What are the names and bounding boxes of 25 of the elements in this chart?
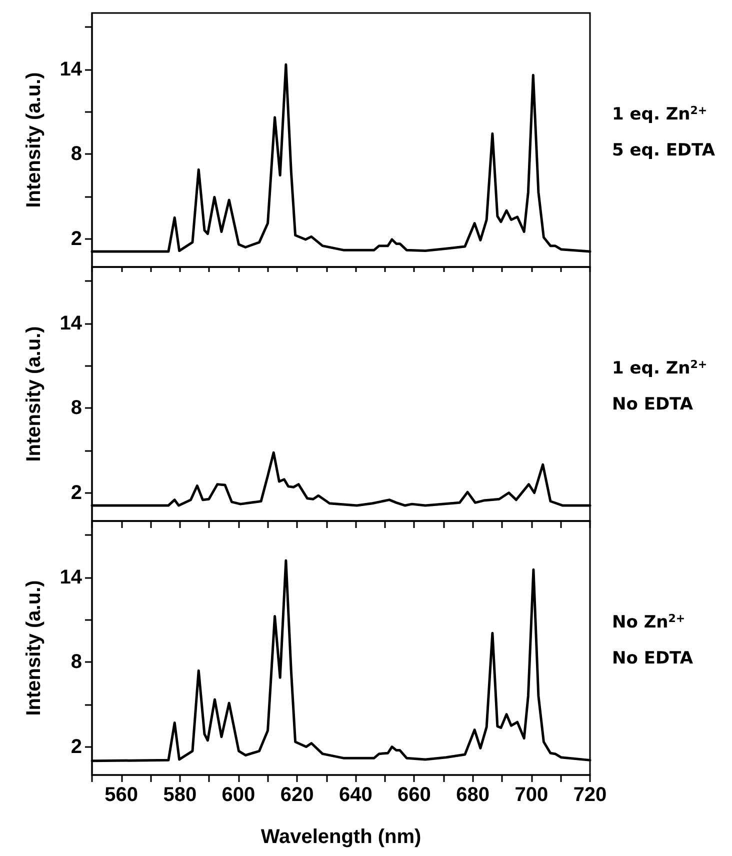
x-tick-label: 720 — [573, 784, 607, 806]
x-tick-label: 680 — [456, 784, 490, 806]
x-tick-label: 600 — [222, 784, 256, 806]
x-tick-label: 660 — [398, 784, 431, 806]
y-tick-label: 8 — [70, 143, 82, 166]
x-axis-title: Wavelength (nm) — [260, 826, 422, 848]
y-tick-label: 14 — [60, 58, 83, 80]
y-tick-label: 14 — [60, 312, 83, 334]
y-axis-title: Intensity (a.u.) — [23, 580, 45, 716]
x-tick-label: 640 — [338, 784, 372, 806]
text: 5 eq. EDTA — [612, 140, 716, 160]
y-axis-title: Intensity (a.u.) — [23, 72, 45, 208]
y-tick-label: 2 — [70, 482, 82, 504]
y-axis-title: Intensity (a.u.) — [23, 326, 45, 462]
x-tick-label: 700 — [514, 784, 548, 806]
x-tick-label: 620 — [280, 784, 314, 806]
y-tick-label: 8 — [70, 651, 82, 674]
text: No EDTA — [612, 648, 694, 668]
y-tick-label: 8 — [70, 397, 82, 420]
x-tick-label: 560 — [104, 784, 138, 806]
y-tick-label: 14 — [60, 566, 83, 588]
x-tick-label: 580 — [163, 784, 197, 806]
y-tick-label: 2 — [70, 736, 82, 758]
text: No EDTA — [612, 394, 694, 414]
y-tick-label: 2 — [70, 228, 82, 250]
